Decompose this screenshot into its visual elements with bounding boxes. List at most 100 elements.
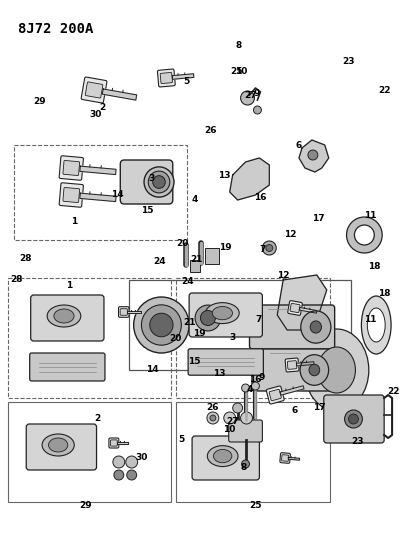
Text: 25: 25 (249, 500, 261, 510)
Circle shape (126, 456, 137, 468)
FancyBboxPatch shape (30, 353, 105, 381)
FancyBboxPatch shape (120, 160, 172, 204)
Circle shape (149, 313, 172, 337)
Circle shape (144, 167, 174, 197)
Text: 24: 24 (152, 257, 165, 265)
FancyBboxPatch shape (157, 69, 175, 87)
Circle shape (113, 456, 124, 468)
FancyBboxPatch shape (192, 436, 259, 480)
Bar (8, 278, 171, 398)
FancyBboxPatch shape (30, 295, 104, 341)
Polygon shape (277, 275, 326, 330)
FancyBboxPatch shape (59, 183, 83, 207)
Circle shape (265, 245, 272, 252)
Bar (190, 260, 200, 272)
Ellipse shape (304, 329, 368, 411)
Text: 30: 30 (89, 110, 101, 119)
FancyBboxPatch shape (323, 395, 383, 443)
FancyBboxPatch shape (26, 424, 96, 470)
FancyBboxPatch shape (228, 420, 262, 442)
Circle shape (126, 470, 136, 480)
Text: 18: 18 (377, 289, 390, 298)
Text: 2: 2 (94, 414, 100, 423)
Circle shape (209, 415, 215, 421)
Text: 7: 7 (255, 316, 261, 324)
Circle shape (207, 412, 218, 424)
Text: 23: 23 (350, 438, 363, 447)
FancyBboxPatch shape (265, 386, 284, 404)
Circle shape (190, 300, 225, 336)
Polygon shape (229, 158, 269, 200)
Text: 10: 10 (222, 425, 235, 434)
Ellipse shape (212, 306, 232, 320)
Text: 10: 10 (234, 68, 246, 76)
Circle shape (262, 241, 275, 255)
FancyBboxPatch shape (85, 82, 103, 98)
Text: 3: 3 (229, 334, 235, 343)
Text: 12: 12 (284, 230, 296, 239)
Text: 15: 15 (188, 358, 200, 367)
Text: 22: 22 (377, 86, 389, 95)
Text: 24: 24 (181, 278, 193, 287)
Ellipse shape (317, 347, 354, 393)
Circle shape (241, 384, 249, 392)
FancyBboxPatch shape (249, 305, 334, 349)
Ellipse shape (54, 309, 74, 323)
Polygon shape (298, 308, 316, 313)
FancyBboxPatch shape (63, 188, 79, 203)
Text: 26: 26 (204, 126, 217, 135)
Bar (128, 280, 350, 370)
Ellipse shape (42, 434, 74, 456)
Circle shape (223, 412, 235, 424)
Circle shape (253, 106, 261, 114)
Ellipse shape (213, 449, 231, 463)
Text: 29: 29 (33, 97, 46, 106)
FancyBboxPatch shape (279, 453, 290, 463)
Text: 23: 23 (341, 57, 354, 66)
FancyBboxPatch shape (290, 303, 299, 312)
Bar (176, 278, 329, 398)
Text: 14: 14 (111, 190, 124, 199)
Text: 4: 4 (191, 196, 198, 204)
Text: 3: 3 (148, 174, 154, 183)
Ellipse shape (300, 311, 330, 343)
Polygon shape (80, 193, 116, 201)
Ellipse shape (308, 364, 319, 376)
Text: 29: 29 (79, 500, 91, 510)
Text: 7: 7 (259, 246, 265, 254)
Ellipse shape (367, 308, 384, 342)
Text: 17: 17 (311, 214, 324, 223)
Circle shape (152, 176, 165, 188)
Polygon shape (296, 362, 313, 366)
Text: 17: 17 (312, 403, 325, 413)
FancyBboxPatch shape (281, 455, 288, 462)
Polygon shape (298, 140, 328, 172)
Text: 28: 28 (20, 254, 32, 263)
Text: 27: 27 (226, 417, 239, 425)
Polygon shape (279, 386, 303, 395)
Text: 20: 20 (176, 238, 188, 247)
Ellipse shape (207, 446, 237, 466)
Circle shape (148, 171, 169, 193)
FancyBboxPatch shape (251, 349, 331, 391)
Text: 12: 12 (277, 271, 289, 280)
Circle shape (141, 305, 181, 345)
Polygon shape (102, 89, 136, 100)
Circle shape (307, 150, 317, 160)
Text: 26: 26 (205, 403, 218, 413)
Bar (176, 402, 329, 502)
Text: 30: 30 (135, 454, 148, 463)
FancyBboxPatch shape (284, 358, 298, 372)
Circle shape (232, 403, 242, 413)
Text: 27: 27 (244, 91, 257, 100)
Polygon shape (172, 74, 193, 79)
Circle shape (113, 470, 124, 480)
Text: 2: 2 (99, 103, 105, 112)
Ellipse shape (205, 303, 239, 324)
FancyBboxPatch shape (287, 361, 296, 369)
Text: 6: 6 (294, 141, 301, 149)
FancyBboxPatch shape (120, 309, 127, 315)
Text: 13: 13 (212, 369, 225, 377)
Bar (205, 248, 218, 264)
Text: 16: 16 (249, 376, 261, 384)
